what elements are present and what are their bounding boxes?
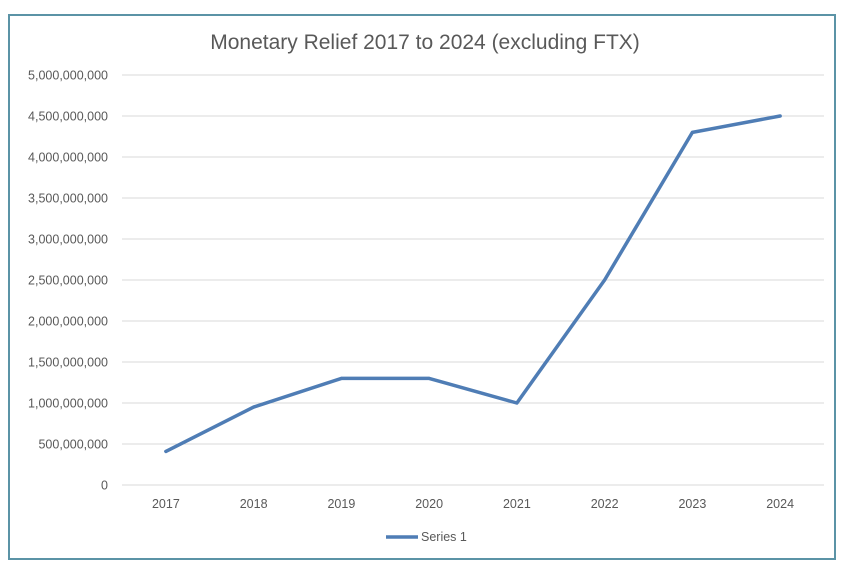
data-point — [164, 449, 168, 453]
series-layer — [164, 114, 782, 454]
y-tick-label: 1,000,000,000 — [28, 397, 108, 411]
y-tick-label: 2,500,000,000 — [28, 274, 108, 288]
x-tick-label: 2017 — [152, 497, 180, 511]
data-point — [778, 114, 782, 118]
x-tick-label: 2018 — [240, 497, 268, 511]
x-tick-label: 2022 — [591, 497, 619, 511]
y-tick-label: 0 — [101, 479, 108, 493]
legend-label-series-1: Series 1 — [421, 530, 467, 544]
data-point — [427, 376, 431, 380]
y-tick-label: 4,500,000,000 — [28, 110, 108, 124]
legend: Series 1 — [386, 530, 467, 544]
x-tick-label: 2023 — [678, 497, 706, 511]
data-point — [515, 401, 519, 405]
y-tick-label: 3,000,000,000 — [28, 233, 108, 247]
y-tick-label: 3,500,000,000 — [28, 192, 108, 206]
x-axis-tick-labels: 2017 2018 2019 2020 2021 2022 2023 2024 — [152, 497, 794, 511]
series-line-1 — [164, 114, 782, 454]
x-tick-label: 2021 — [503, 497, 531, 511]
data-point — [339, 376, 343, 380]
y-axis-tick-labels: 0 500,000,000 1,000,000,000 1,500,000,000 2,… — [28, 69, 108, 493]
data-point — [252, 405, 256, 409]
data-point — [690, 130, 694, 134]
y-tick-label: 1,500,000,000 — [28, 356, 108, 370]
gridlines — [122, 74, 824, 486]
y-tick-label: 2,000,000,000 — [28, 315, 108, 329]
y-tick-label: 5,000,000,000 — [28, 69, 108, 83]
chart-frame — [8, 14, 836, 560]
x-tick-label: 2020 — [415, 497, 443, 511]
chart-title: Monetary Relief 2017 to 2024 (excluding … — [210, 31, 640, 54]
y-tick-label: 4,000,000,000 — [28, 151, 108, 165]
y-tick-label: 500,000,000 — [38, 438, 108, 452]
x-tick-label: 2024 — [766, 497, 794, 511]
x-tick-label: 2019 — [327, 497, 355, 511]
data-point — [603, 278, 607, 282]
